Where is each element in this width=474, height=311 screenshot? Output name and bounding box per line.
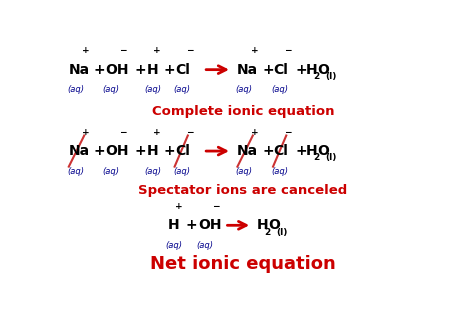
Text: +: +: [174, 202, 182, 211]
Text: Cl: Cl: [273, 63, 288, 77]
Text: (l): (l): [276, 228, 287, 236]
Text: +: +: [186, 218, 198, 232]
Text: Na: Na: [68, 63, 90, 77]
Text: O: O: [318, 63, 329, 77]
Text: H: H: [146, 144, 158, 158]
Text: Na: Na: [68, 144, 90, 158]
Text: +: +: [93, 63, 105, 77]
Text: +: +: [82, 128, 90, 137]
Text: (aq): (aq): [236, 85, 253, 94]
Text: Na: Na: [237, 63, 258, 77]
Text: +: +: [251, 128, 259, 137]
Text: +: +: [164, 63, 175, 77]
Text: 2: 2: [313, 153, 319, 162]
Text: Cl: Cl: [175, 144, 190, 158]
Text: (aq): (aq): [102, 85, 119, 94]
Text: −: −: [119, 46, 127, 55]
Text: +: +: [263, 144, 274, 158]
Text: Cl: Cl: [273, 144, 288, 158]
Text: +: +: [153, 46, 161, 55]
Text: −: −: [186, 128, 193, 137]
Text: +: +: [93, 144, 105, 158]
Text: OH: OH: [105, 63, 128, 77]
Text: 2: 2: [313, 72, 319, 81]
Text: (aq): (aq): [272, 167, 289, 176]
Text: O: O: [318, 144, 329, 158]
Text: (aq): (aq): [173, 85, 190, 94]
Text: +: +: [82, 46, 90, 55]
Text: H: H: [257, 218, 268, 232]
Text: (aq): (aq): [67, 167, 84, 176]
Text: H: H: [168, 218, 179, 232]
Text: +: +: [295, 144, 307, 158]
Text: Na: Na: [237, 144, 258, 158]
Text: (aq): (aq): [173, 167, 190, 176]
Text: −: −: [284, 128, 292, 137]
Text: +: +: [251, 46, 259, 55]
Text: OH: OH: [198, 218, 222, 232]
Text: +: +: [295, 63, 307, 77]
Text: +: +: [263, 63, 274, 77]
Text: (l): (l): [325, 72, 337, 81]
Text: (aq): (aq): [67, 85, 84, 94]
Text: H: H: [146, 63, 158, 77]
Text: (aq): (aq): [166, 241, 183, 250]
Text: H: H: [306, 63, 318, 77]
Text: (aq): (aq): [196, 241, 213, 250]
Text: −: −: [186, 46, 193, 55]
Text: OH: OH: [105, 144, 128, 158]
Text: (l): (l): [325, 153, 337, 162]
Text: 2: 2: [264, 228, 271, 236]
Text: O: O: [268, 218, 280, 232]
Text: H: H: [306, 144, 318, 158]
Text: −: −: [284, 46, 292, 55]
Text: +: +: [135, 63, 146, 77]
Text: Net ionic equation: Net ionic equation: [150, 255, 336, 273]
Text: +: +: [164, 144, 175, 158]
Text: (aq): (aq): [102, 167, 119, 176]
Text: Cl: Cl: [175, 63, 190, 77]
Text: (aq): (aq): [145, 167, 162, 176]
Text: Spectator ions are canceled: Spectator ions are canceled: [138, 184, 347, 197]
Text: (aq): (aq): [272, 85, 289, 94]
Text: (aq): (aq): [145, 85, 162, 94]
Text: −: −: [212, 202, 219, 211]
Text: −: −: [119, 128, 127, 137]
Text: (aq): (aq): [236, 167, 253, 176]
Text: +: +: [135, 144, 146, 158]
Text: +: +: [153, 128, 161, 137]
Text: Complete ionic equation: Complete ionic equation: [152, 105, 334, 118]
